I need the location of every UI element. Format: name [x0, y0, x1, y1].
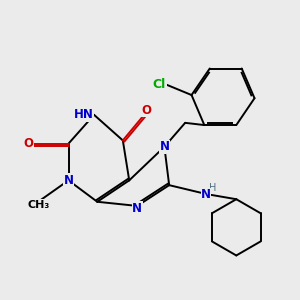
- Text: O: O: [24, 137, 34, 150]
- Text: N: N: [201, 188, 211, 201]
- Text: CH₃: CH₃: [28, 200, 50, 210]
- Text: N: N: [64, 174, 74, 187]
- Text: H: H: [208, 183, 216, 194]
- Text: HN: HN: [74, 108, 93, 121]
- Text: Cl: Cl: [153, 78, 166, 91]
- Text: N: N: [132, 202, 142, 215]
- Text: O: O: [142, 103, 152, 117]
- Text: N: N: [159, 140, 170, 153]
